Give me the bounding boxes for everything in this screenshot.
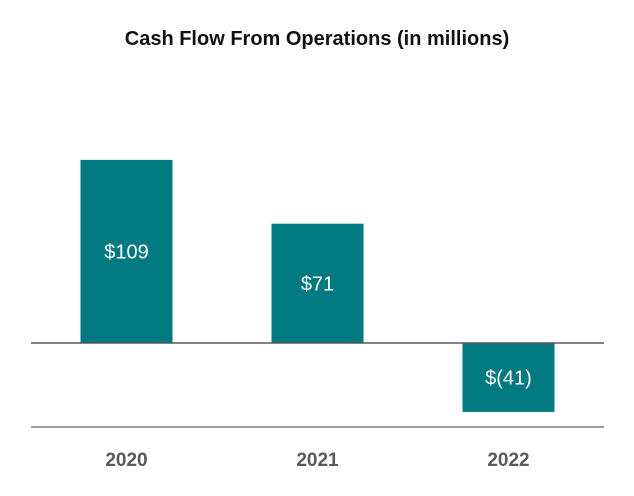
data-label-2021: $71 bbox=[301, 273, 334, 295]
data-label-2020: $109 bbox=[104, 241, 149, 263]
data-labels-group: $109 $71 $(41) bbox=[104, 241, 532, 389]
category-label-2021: 2021 bbox=[296, 450, 339, 471]
category-label-2020: 2020 bbox=[105, 450, 147, 471]
chart-title: Cash Flow From Operations (in millions) bbox=[124, 28, 510, 50]
bar-2020 bbox=[80, 159, 173, 343]
category-label-2022: 2022 bbox=[487, 450, 529, 471]
data-label-2022: $(41) bbox=[485, 367, 532, 389]
bars-group bbox=[80, 159, 555, 412]
bar-2022 bbox=[462, 343, 555, 412]
category-labels-group: 2020 2021 2022 bbox=[105, 450, 529, 471]
bar-2021 bbox=[271, 223, 364, 343]
